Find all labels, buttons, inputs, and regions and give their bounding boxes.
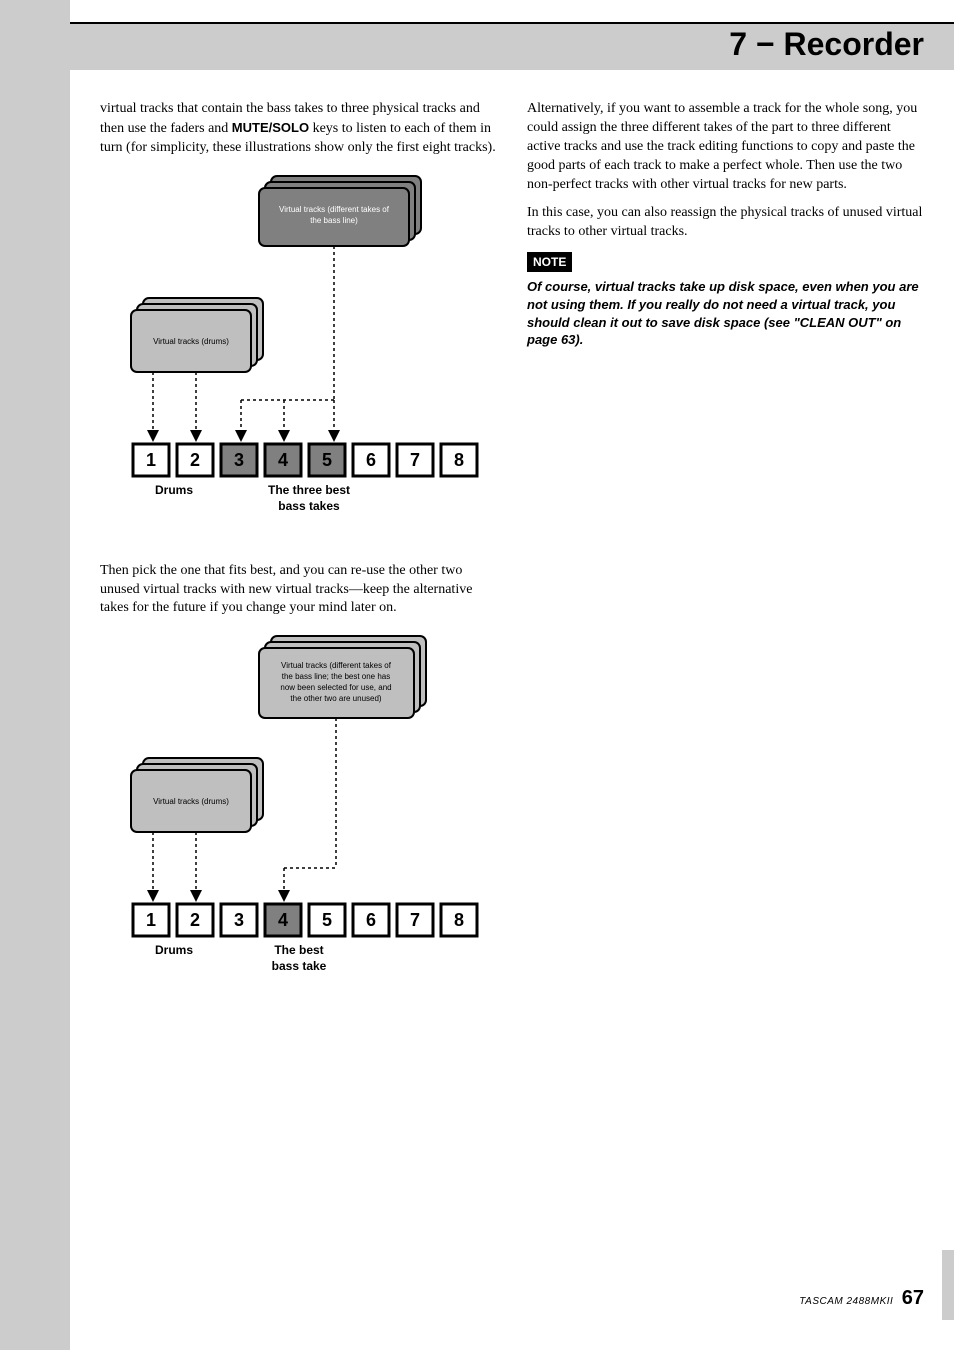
drums-label: Drums (154, 483, 192, 497)
note-label: NOTE (527, 252, 572, 272)
chapter-header-bar: 7 − Recorder (70, 22, 954, 70)
track-number: 7 (409, 449, 419, 469)
note-text: Of course, virtual tracks take up disk s… (527, 278, 924, 348)
track-number: 3 (233, 910, 243, 930)
bass2-caption-l2: the bass line; the best one has (281, 672, 390, 681)
bass-caption-l2: the bass line) (310, 216, 358, 225)
diagram-1-wrap: Virtual tracks (different takes of the b… (100, 168, 497, 548)
right-paragraph-2: In this case, you can also reassign the … (527, 204, 924, 242)
drums-caption: Virtual tracks (drums) (153, 337, 229, 346)
bass-virtual-stack-2: Virtual tracks (different takes of the b… (259, 636, 426, 718)
drums-caption-2: Virtual tracks (drums) (153, 797, 229, 806)
bass2-caption-l3: now been selected for use, and (280, 683, 391, 692)
virtual-tracks-diagram-1: Virtual tracks (different takes of the b… (119, 168, 479, 548)
diagram-2-wrap: Virtual tracks (different takes of the b… (100, 628, 497, 1008)
drums-virtual-stack: Virtual tracks (drums) (131, 298, 263, 372)
right-paragraph-1: Alternatively, if you want to assemble a… (527, 100, 924, 194)
bass2-caption-l1: Virtual tracks (different takes of (281, 661, 392, 670)
bass-caption-l1: Virtual tracks (different takes of (279, 205, 390, 214)
left-paragraph-1: virtual tracks that contain the bass tak… (100, 100, 497, 158)
chapter-title: 7 − Recorder (729, 26, 924, 63)
content-columns: virtual tracks that contain the bass tak… (100, 100, 924, 1022)
side-thumb-tab (942, 1250, 954, 1320)
track-number: 7 (409, 910, 419, 930)
track-number: 5 (321, 449, 331, 469)
track-row-1: 1 2 3 4 5 6 7 8 (133, 444, 477, 476)
track-number: 2 (189, 449, 199, 469)
track-number: 5 (321, 910, 331, 930)
track-number: 6 (365, 449, 375, 469)
page: 7 − Recorder virtual tracks that contain… (70, 0, 954, 1350)
track-row-2: 1 2 3 4 5 6 7 8 (133, 904, 477, 936)
bass-label-l1: The three best (267, 483, 349, 497)
track-number: 8 (453, 910, 463, 930)
footer-model: TASCAM 2488MKII (799, 1296, 893, 1307)
right-column: Alternatively, if you want to assemble a… (527, 100, 924, 1022)
virtual-tracks-diagram-2: Virtual tracks (different takes of the b… (119, 628, 479, 1008)
track-number: 4 (277, 910, 287, 930)
track-number: 3 (233, 449, 243, 469)
track-number: 4 (277, 449, 287, 469)
footer: TASCAM 2488MKII 67 (799, 1287, 924, 1310)
track-number: 6 (365, 910, 375, 930)
left-column: virtual tracks that contain the bass tak… (100, 100, 497, 1022)
bass2-label-l1: The best (274, 943, 323, 957)
track-number: 1 (145, 910, 155, 930)
mute-solo-key: MUTE/SOLO (232, 120, 309, 135)
drums-label-2: Drums (154, 943, 192, 957)
drums-virtual-stack-2: Virtual tracks (drums) (131, 758, 263, 832)
track-number: 8 (453, 449, 463, 469)
bass2-label-l2: bass take (271, 959, 326, 973)
track-number: 1 (145, 449, 155, 469)
bass-virtual-stack: Virtual tracks (different takes of the b… (259, 176, 421, 246)
footer-page-number: 67 (902, 1287, 924, 1309)
bass2-caption-l4: the other two are unused) (290, 694, 382, 703)
bass-label-l2: bass takes (278, 499, 340, 513)
track-number: 2 (189, 910, 199, 930)
left-paragraph-2: Then pick the one that fits best, and yo… (100, 562, 497, 619)
